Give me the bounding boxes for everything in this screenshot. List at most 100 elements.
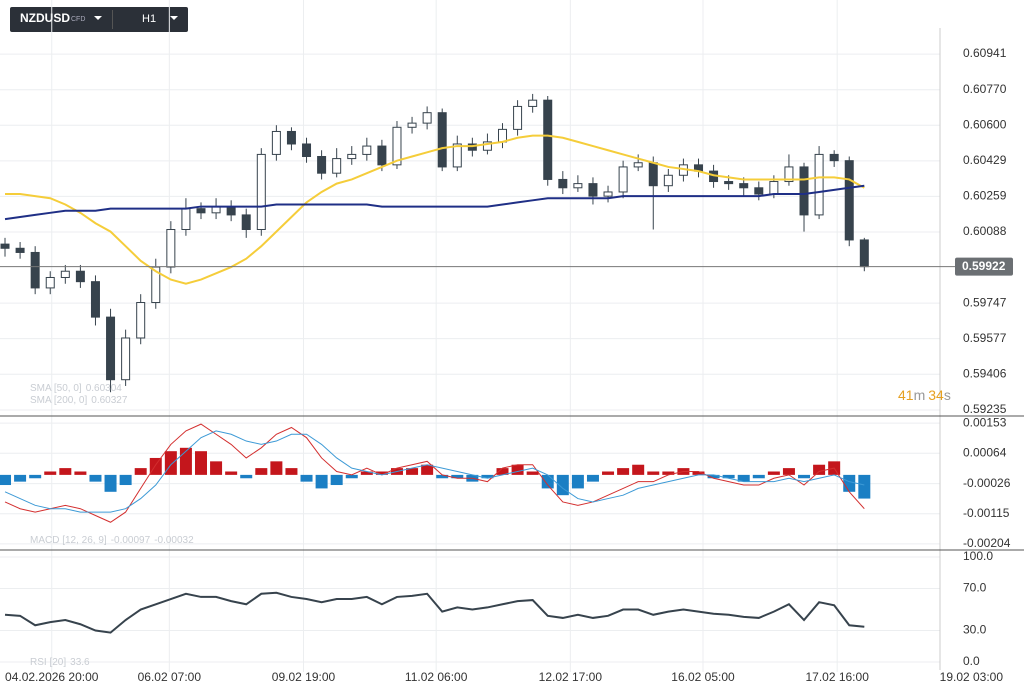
legend-entry: RSI [20] 33.6 bbox=[30, 657, 90, 668]
candle-body bbox=[844, 160, 854, 241]
histogram-bar bbox=[798, 474, 811, 479]
histogram-bar bbox=[692, 471, 705, 475]
candle-body bbox=[75, 270, 85, 283]
candle-body bbox=[136, 302, 146, 339]
histogram-bar bbox=[602, 471, 615, 475]
histogram-bar bbox=[240, 474, 253, 479]
histogram-bar bbox=[360, 471, 373, 475]
last-price-label: 0.59922 bbox=[962, 259, 1006, 273]
dropdown-arrow[interactable] bbox=[170, 16, 178, 20]
histogram-bar bbox=[330, 474, 343, 486]
candle-body bbox=[90, 281, 100, 318]
legend-value: -0.00097 bbox=[111, 535, 151, 546]
candle-body bbox=[754, 187, 764, 195]
histogram-bar bbox=[285, 468, 298, 475]
y-tick-label: 0.59406 bbox=[963, 366, 1007, 380]
candle-body bbox=[347, 153, 357, 160]
candle-body bbox=[196, 208, 206, 214]
candle-body bbox=[467, 143, 477, 151]
dropdown-arrow[interactable] bbox=[94, 16, 102, 20]
candle-body bbox=[45, 276, 55, 289]
y-tick-label: 100.0 bbox=[963, 549, 993, 563]
legend-value: -0.00032 bbox=[154, 535, 194, 546]
histogram-bar bbox=[255, 468, 268, 475]
y-tick-label: 30.0 bbox=[963, 623, 987, 637]
divider bbox=[112, 10, 113, 29]
histogram-bar bbox=[104, 474, 117, 492]
candle-body bbox=[829, 153, 839, 162]
legend-name: MACD [12, 26, 9] bbox=[30, 535, 107, 546]
candle-body bbox=[377, 145, 387, 166]
candle-body bbox=[0, 243, 10, 249]
legend-name: SMA [50, 0] bbox=[30, 383, 82, 394]
candle-body bbox=[482, 141, 492, 151]
legend-value: 33.6 bbox=[70, 657, 90, 668]
histogram-bar bbox=[0, 474, 12, 486]
legend-name: SMA [200, 0] bbox=[30, 395, 87, 406]
candle-body bbox=[392, 126, 402, 166]
candle-body bbox=[30, 251, 40, 289]
x-tick-label: 16.02 05:00 bbox=[671, 670, 735, 684]
symbol-kind: CFD bbox=[71, 16, 85, 23]
histogram-bar bbox=[632, 464, 645, 475]
legend-value: 0.60327 bbox=[91, 395, 128, 406]
histogram-bar bbox=[843, 474, 856, 492]
histogram-bar bbox=[375, 471, 388, 475]
histogram-bar bbox=[134, 468, 147, 475]
candle-body bbox=[633, 162, 643, 168]
histogram-bar bbox=[571, 474, 584, 489]
line bbox=[5, 134, 865, 285]
histogram-bar bbox=[406, 468, 419, 475]
candle-body bbox=[558, 178, 568, 189]
histogram-bar bbox=[526, 471, 539, 475]
histogram-bar bbox=[541, 474, 554, 489]
histogram-bar bbox=[300, 474, 313, 482]
histogram-bar bbox=[14, 474, 27, 482]
histogram-bar bbox=[511, 464, 524, 475]
histogram-bar bbox=[451, 474, 464, 479]
candle-body bbox=[181, 208, 191, 231]
histogram-bar bbox=[858, 474, 871, 499]
y-tick-label: 0.60941 bbox=[963, 46, 1007, 60]
symbol-bar[interactable] bbox=[10, 7, 188, 32]
candle-body bbox=[106, 316, 116, 381]
histogram-bar bbox=[179, 447, 192, 475]
timeframe[interactable]: H1 bbox=[142, 13, 156, 25]
candle-body bbox=[166, 229, 176, 268]
y-tick-label: 0.60600 bbox=[963, 117, 1007, 131]
candle-body bbox=[15, 247, 25, 253]
candle-body bbox=[799, 166, 809, 216]
histogram-bar bbox=[617, 468, 630, 475]
y-tick-label: 0.00064 bbox=[963, 445, 1007, 459]
y-tick-label: 0.00153 bbox=[963, 415, 1007, 429]
x-tick-label: 06.02 07:00 bbox=[138, 670, 202, 684]
x-tick-label: 12.02 17:00 bbox=[539, 670, 603, 684]
histogram-bar bbox=[194, 451, 207, 475]
histogram-bar bbox=[315, 474, 328, 489]
symbol[interactable]: NZDUSD bbox=[20, 11, 70, 25]
candle-body bbox=[603, 191, 613, 197]
candle-body bbox=[648, 162, 658, 187]
candle-body bbox=[498, 128, 508, 143]
histogram-bar bbox=[767, 471, 780, 475]
candle-body bbox=[769, 181, 779, 195]
legend-entry: SMA [50, 0] 0.60304 bbox=[30, 383, 122, 394]
x-tick-label: 04.02.2026 20:00 bbox=[5, 670, 99, 684]
countdown: 41m 34s bbox=[898, 387, 951, 403]
countdown-unit: m bbox=[914, 387, 926, 403]
histogram-bar bbox=[436, 474, 449, 479]
y-tick-label: 70.0 bbox=[963, 581, 987, 595]
y-tick-label: -0.00115 bbox=[963, 506, 1010, 520]
histogram-bar bbox=[752, 474, 765, 479]
histogram-bar bbox=[481, 474, 494, 479]
histogram-bar bbox=[647, 471, 660, 475]
y-tick-label: 0.60770 bbox=[963, 82, 1007, 96]
countdown-minutes: 41 bbox=[898, 387, 914, 403]
candle-body bbox=[302, 143, 312, 157]
histogram-bar bbox=[89, 474, 102, 482]
histogram-bar bbox=[722, 474, 735, 479]
last-price-box bbox=[955, 257, 1013, 276]
histogram-bar bbox=[270, 461, 283, 475]
candle-body bbox=[241, 214, 251, 231]
